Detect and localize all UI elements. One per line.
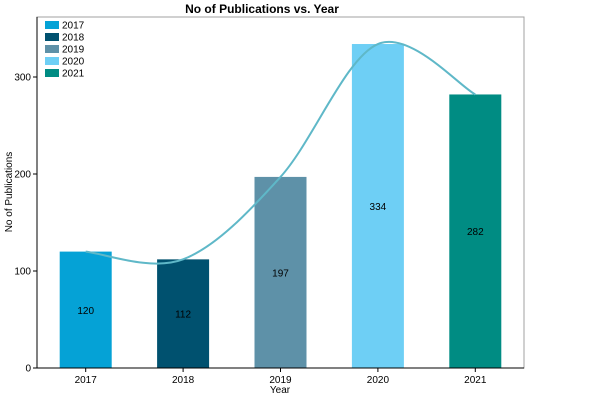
legend-swatch-2020 <box>45 57 59 65</box>
bars <box>59 44 502 369</box>
legend-label: 2017 <box>62 21 85 32</box>
bar-2020 <box>351 44 404 369</box>
y-tick-label: 100 <box>14 267 31 278</box>
legend-label: 2019 <box>62 45 85 56</box>
y-tick-label: 300 <box>14 73 31 84</box>
bar-labels: 120 112 197 334 282 <box>77 202 484 321</box>
bar-2018 <box>157 259 210 368</box>
bar-value-label: 197 <box>272 268 289 279</box>
y-tick-label: 0 <box>25 364 31 375</box>
bar-2017 <box>59 251 112 368</box>
x-tick-label: 2019 <box>269 375 292 386</box>
legend-swatch-2019 <box>45 45 59 53</box>
legend-label: 2021 <box>62 69 85 80</box>
y-axis-label: No of Publications <box>4 152 15 233</box>
y-tick-label: 200 <box>14 170 31 181</box>
x-axis: 2017 2018 2019 2020 2021 <box>37 367 524 386</box>
trend-line <box>85 40 476 265</box>
legend-swatch-2017 <box>45 21 59 29</box>
legend-swatch-2021 <box>45 69 59 77</box>
legend-label: 2020 <box>62 57 85 68</box>
bar-2019 <box>254 176 307 368</box>
bar-2021 <box>449 94 502 369</box>
legend-swatch-2018 <box>45 33 59 41</box>
bar-value-label: 112 <box>175 310 191 321</box>
legend-label: 2018 <box>62 33 85 44</box>
x-tick-label: 2021 <box>464 375 487 386</box>
bar-value-label: 120 <box>77 306 94 317</box>
chart-title: No of Publications vs. Year <box>185 2 339 16</box>
y-axis: 0 100 200 300 <box>14 17 38 375</box>
x-tick-label: 2017 <box>75 375 98 386</box>
bar-value-label: 282 <box>467 227 484 238</box>
x-tick-label: 2018 <box>172 375 195 386</box>
x-tick-label: 2020 <box>367 375 390 386</box>
x-axis-label: Year <box>270 385 291 396</box>
bar-value-label: 334 <box>370 202 387 213</box>
